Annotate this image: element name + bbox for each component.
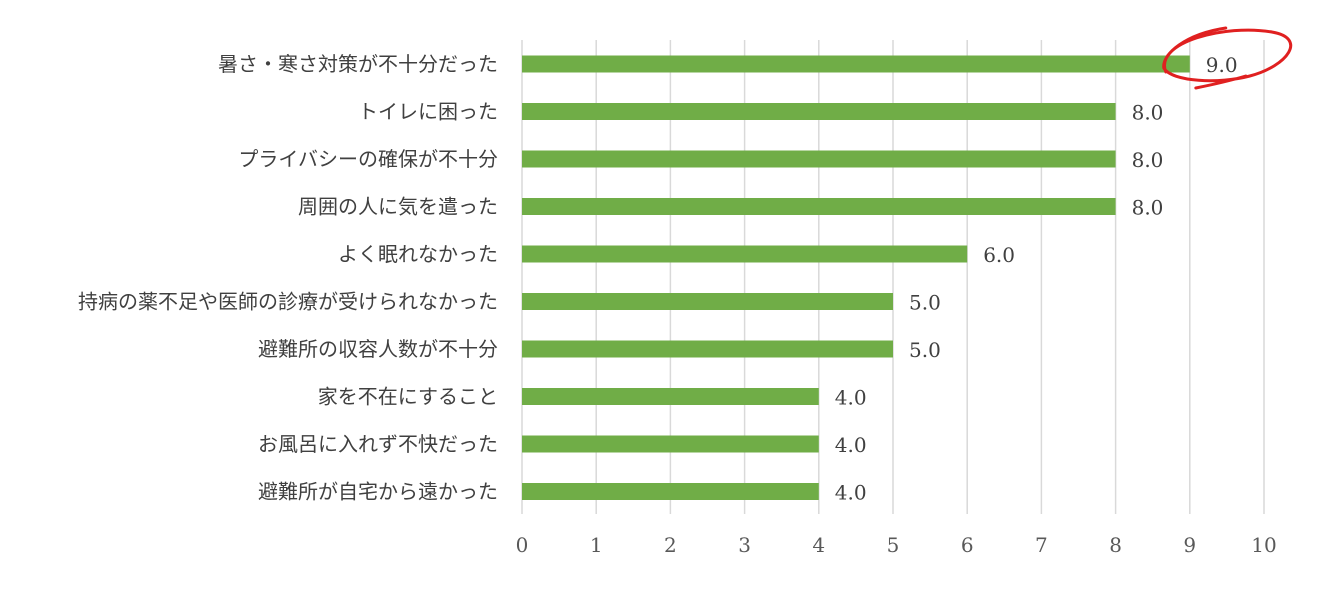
x-tick-label: 7 — [1035, 533, 1048, 557]
x-tick-label: 4 — [812, 533, 825, 557]
bar — [522, 483, 819, 500]
x-tick-label: 9 — [1183, 533, 1196, 557]
x-tick-label: 3 — [738, 533, 751, 557]
x-tick-label: 2 — [664, 533, 677, 557]
bar — [522, 388, 819, 405]
x-axis-ticks: 0 1 2 3 4 5 6 7 8 9 10 — [516, 533, 1277, 557]
highlight-ellipse — [1162, 26, 1293, 90]
highlight-annotation — [1162, 26, 1293, 90]
x-tick-label: 5 — [887, 533, 900, 557]
category-label: よく眠れなかった — [338, 242, 498, 266]
category-label: 避難所の収容人数が不十分 — [258, 337, 498, 361]
bar — [522, 293, 893, 310]
bar — [522, 435, 819, 453]
data-labels: 9.0 8.0 8.0 8.0 6.0 5.0 5.0 4.0 4.0 4.0 — [835, 53, 1238, 505]
bar — [522, 198, 1116, 215]
data-label: 4.0 — [835, 481, 867, 505]
data-label: 6.0 — [983, 243, 1015, 267]
x-tick-label: 1 — [590, 533, 603, 557]
x-tick-label: 6 — [961, 533, 974, 557]
category-label: お風呂に入れず不快だった — [258, 432, 498, 456]
category-label: 暑さ・寒さ対策が不十分だった — [218, 52, 498, 76]
data-label: 8.0 — [1132, 148, 1164, 172]
data-label: 5.0 — [909, 338, 941, 362]
data-label: 4.0 — [835, 386, 867, 410]
bar — [522, 150, 1116, 168]
bars — [522, 55, 1190, 500]
bar — [522, 55, 1190, 73]
data-label: 4.0 — [835, 433, 867, 457]
category-label: トイレに困った — [358, 100, 498, 124]
category-label: プライバシーの確保が不十分 — [238, 147, 498, 171]
data-label: 8.0 — [1132, 196, 1164, 220]
category-label: 家を不在にすること — [318, 385, 498, 409]
x-tick-label: 8 — [1109, 533, 1122, 557]
bar — [522, 245, 968, 263]
category-label: 周囲の人に気を遣った — [298, 195, 498, 219]
data-label: 5.0 — [909, 291, 941, 315]
category-label: 持病の薬不足や医師の診療が受けられなかった — [78, 290, 498, 314]
x-tick-label: 0 — [516, 533, 529, 557]
category-label: 避難所が自宅から遠かった — [258, 480, 498, 504]
x-tick-label: 10 — [1251, 533, 1276, 557]
data-label: 9.0 — [1206, 53, 1238, 77]
data-label: 8.0 — [1132, 101, 1164, 125]
category-labels: 暑さ・寒さ対策が不十分だったトイレに困ったプライバシーの確保が不十分周囲の人に気… — [78, 52, 498, 504]
bar — [522, 103, 1116, 120]
bar — [522, 340, 893, 358]
